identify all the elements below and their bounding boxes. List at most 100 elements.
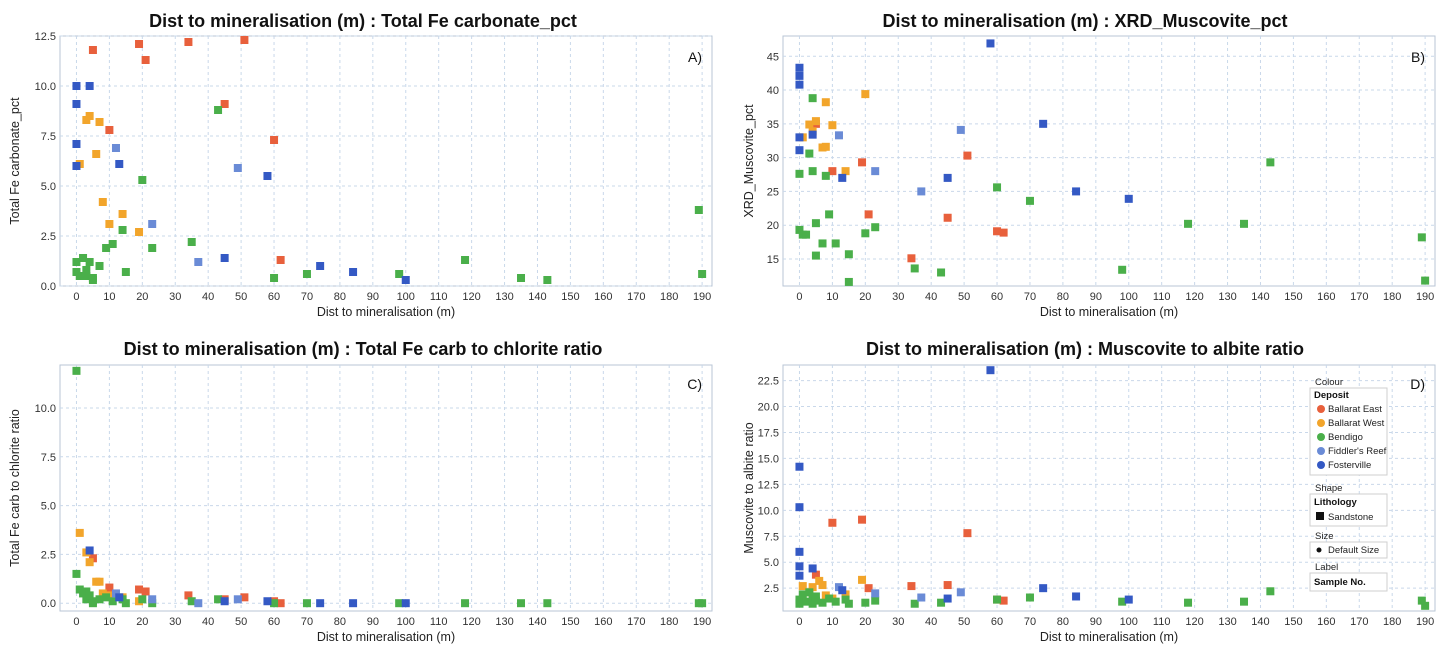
panel-a: Dist to mineralisation (m) : Total Fe ca… xyxy=(8,11,713,319)
data-point xyxy=(1421,276,1430,285)
data-point xyxy=(805,588,814,597)
data-point xyxy=(233,164,242,172)
data-point xyxy=(828,167,837,176)
data-point xyxy=(543,599,552,608)
x-tick-label: 130 xyxy=(495,291,513,303)
data-point xyxy=(75,528,84,537)
legend-item-bendigo: Bendigo xyxy=(1317,432,1363,443)
x-tick-label: 80 xyxy=(1057,616,1069,628)
legend-size-item: Default Size xyxy=(1328,545,1379,556)
data-point xyxy=(184,38,193,46)
x-tick-label: 40 xyxy=(202,291,214,303)
data-point xyxy=(956,588,965,597)
data-point xyxy=(838,173,847,182)
data-point xyxy=(1421,601,1430,610)
y-tick-label: 10.0 xyxy=(758,505,779,517)
legend-colour-header: Colour xyxy=(1315,377,1343,388)
legend-swatch xyxy=(1317,447,1325,455)
y-tick-label: 5.0 xyxy=(41,501,56,513)
data-point xyxy=(401,599,410,608)
data-point xyxy=(861,598,870,607)
x-tick-label: 60 xyxy=(268,291,280,303)
legend-label-header: Label xyxy=(1315,562,1338,573)
data-point xyxy=(841,167,850,176)
data-point xyxy=(795,562,804,571)
data-point xyxy=(871,589,880,598)
data-point xyxy=(401,276,410,284)
data-point xyxy=(805,149,814,158)
data-point xyxy=(834,131,843,140)
legend-item-label: Bendigo xyxy=(1328,432,1363,443)
y-tick-label: 10.0 xyxy=(35,403,56,415)
panel-a-title: Dist to mineralisation (m) : Total Fe ca… xyxy=(149,11,577,31)
x-tick-label: 150 xyxy=(1284,616,1302,628)
x-tick-label: 90 xyxy=(1090,616,1102,628)
data-point xyxy=(795,547,804,556)
data-point xyxy=(811,219,820,228)
panel-d-marks xyxy=(795,366,1430,610)
data-point xyxy=(349,268,358,276)
x-tick-label: 150 xyxy=(561,291,579,303)
data-point xyxy=(917,187,926,196)
data-point xyxy=(993,595,1002,604)
panel-a-ticks: 0 10 20 30 40 50 60 70 80 90 100 110 120 130 140 150 160… xyxy=(35,31,712,303)
x-tick-label: 10 xyxy=(826,291,838,303)
data-point xyxy=(220,100,229,108)
data-point xyxy=(395,599,404,608)
data-point xyxy=(1025,196,1034,205)
data-point xyxy=(270,136,279,144)
data-point xyxy=(802,230,811,239)
x-tick-label: 20 xyxy=(859,616,871,628)
data-point xyxy=(821,98,830,107)
panel-d-letter: D) xyxy=(1410,376,1425,392)
x-tick-label: 70 xyxy=(301,616,313,628)
x-tick-label: 110 xyxy=(1153,291,1171,303)
data-point xyxy=(795,71,804,80)
data-point xyxy=(187,597,196,606)
data-point xyxy=(698,599,707,608)
data-point xyxy=(1124,194,1133,203)
data-point xyxy=(98,198,107,206)
data-point xyxy=(1417,596,1426,605)
data-point xyxy=(844,250,853,259)
y-tick-label: 2.5 xyxy=(764,583,779,595)
panel-c-xlabel: Dist to mineralisation (m) xyxy=(317,630,455,644)
data-point xyxy=(871,223,880,232)
dot-icon xyxy=(1316,547,1322,553)
x-tick-label: 70 xyxy=(1024,291,1036,303)
data-point xyxy=(811,570,820,579)
x-tick-label: 80 xyxy=(334,616,346,628)
data-point xyxy=(808,564,817,573)
x-tick-label: 190 xyxy=(693,291,711,303)
data-point xyxy=(818,239,827,248)
legend-item-fiddlers-reef: Fiddler's Reef xyxy=(1317,446,1387,457)
data-point xyxy=(85,258,94,266)
y-tick-label: 7.5 xyxy=(41,131,56,143)
data-point xyxy=(141,56,150,64)
x-tick-label: 190 xyxy=(1416,616,1434,628)
x-tick-label: 60 xyxy=(991,291,1003,303)
data-point xyxy=(85,546,94,555)
data-point xyxy=(993,183,1002,192)
data-point xyxy=(1124,595,1133,604)
data-point xyxy=(825,594,834,603)
data-point xyxy=(864,210,873,219)
y-tick-label: 5.0 xyxy=(41,181,56,193)
panel-a-marks xyxy=(72,36,707,284)
panel-c-letter: C) xyxy=(687,376,702,392)
data-point xyxy=(72,100,81,108)
data-point xyxy=(220,597,229,606)
panel-a-ylabel: Total Fe carbonate_pct xyxy=(8,97,22,225)
y-tick-label: 15.0 xyxy=(758,453,779,465)
data-point xyxy=(795,599,804,608)
x-tick-label: 120 xyxy=(462,291,480,303)
panel-a-letter: A) xyxy=(688,49,702,65)
legend-swatch xyxy=(1317,405,1325,413)
data-point xyxy=(72,140,81,148)
data-point xyxy=(821,171,830,180)
data-point xyxy=(937,598,946,607)
data-point xyxy=(818,581,827,590)
x-tick-label: 100 xyxy=(1120,616,1138,628)
x-tick-label: 140 xyxy=(528,616,546,628)
x-tick-label: 0 xyxy=(73,616,79,628)
